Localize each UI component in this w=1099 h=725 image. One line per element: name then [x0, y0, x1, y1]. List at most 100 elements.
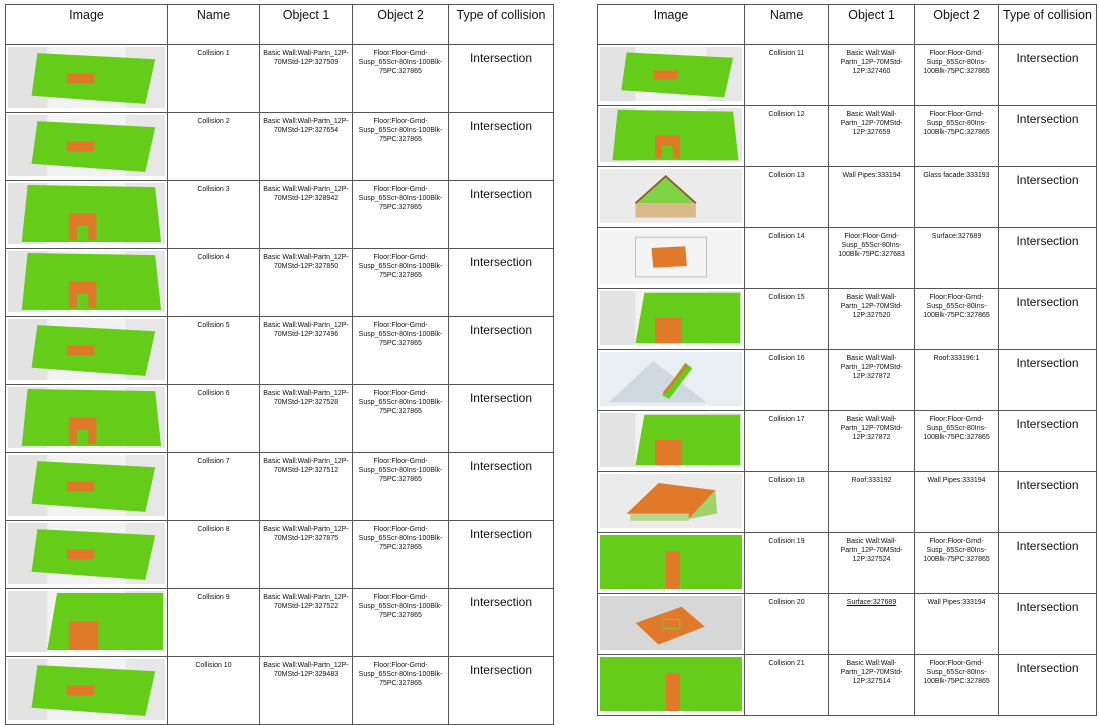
- object2-cell: Floor:Floor-Grnd-Susp_65Scr-80Ins-100Blk…: [914, 288, 999, 350]
- object2-cell: Floor:Floor-Grnd-Susp_65Scr-80Ins-100Blk…: [352, 112, 449, 181]
- collision-name: Collision 6: [167, 384, 260, 453]
- collision-type: Intersection: [448, 180, 554, 249]
- collision-type: Intersection: [448, 656, 554, 725]
- header-object1: Object 1: [828, 4, 915, 45]
- object1-cell: Basic Wall:Wall-Partn_12P-70MStd-12P:327…: [828, 105, 915, 167]
- header-name: Name: [167, 4, 260, 45]
- collision-name: Collision 4: [167, 248, 260, 317]
- object1-cell: Surface:327689: [828, 593, 915, 655]
- table-row: Collision 14 Floor:Floor-Grnd-Susp_65Scr-…: [597, 227, 1097, 289]
- table-row: Collision 13 Wall Pipes:333194 Glass facad…: [597, 166, 1097, 228]
- table-row: Collision 17 Basic Wall:Wall-Partn_12P-70…: [597, 410, 1097, 472]
- object1-cell: Wall Pipes:333194: [828, 166, 915, 228]
- header-object2: Object 2: [914, 4, 999, 45]
- table-row: Collision 12 Basic Wall:Wall-Partn_12P-70…: [597, 105, 1097, 167]
- table-row: Collision 7 Basic Wall:Wall-Partn_12P-70M…: [5, 452, 554, 521]
- collision-name: Collision 7: [167, 452, 260, 521]
- table-row: Collision 4 Basic Wall:Wall-Partn_12P-70M…: [5, 248, 554, 317]
- table-row: Collision 10 Basic Wall:Wall-Partn_12P-70…: [5, 656, 554, 725]
- collision-type: Intersection: [998, 227, 1097, 289]
- collision-type: Intersection: [448, 520, 554, 589]
- object2-cell: Surface:327689: [914, 227, 999, 289]
- collision-name: Collision 5: [167, 316, 260, 385]
- collision-name: Collision 20: [744, 593, 829, 655]
- object2-cell: Floor:Floor-Grnd-Susp_65Scr-80Ins-100Blk…: [352, 452, 449, 521]
- object2-cell: Wall Pipes:333194: [914, 471, 999, 533]
- collision-name: Collision 18: [744, 471, 829, 533]
- collision-thumbnail: [5, 316, 168, 385]
- collision-thumbnail: [5, 656, 168, 725]
- collision-thumbnail: [5, 588, 168, 657]
- collision-name: Collision 15: [744, 288, 829, 350]
- collision-thumbnail: [597, 654, 745, 716]
- collision-thumbnail: [597, 288, 745, 350]
- object1-cell: Basic Wall:Wall-Partn_12P-70MStd-12P:328…: [259, 180, 353, 249]
- object2-cell: Glass facade:333193: [914, 166, 999, 228]
- object2-cell: Wall Pipes:333194: [914, 593, 999, 655]
- header-image: Image: [5, 4, 168, 45]
- header-object1: Object 1: [259, 4, 353, 45]
- object1-cell: Basic Wall:Wall-Partn_12P-70MStd-12P:327…: [828, 532, 915, 594]
- collision-name: Collision 10: [167, 656, 260, 725]
- object2-cell: Floor:Floor-Grnd-Susp_65Scr-80Ins-100Blk…: [352, 384, 449, 453]
- collision-thumbnail: [597, 105, 745, 167]
- object1-cell: Basic Wall:Wall-Partn_12P-70MStd-12P:327…: [259, 588, 353, 657]
- collision-name: Collision 8: [167, 520, 260, 589]
- object2-cell: Floor:Floor-Grnd-Susp_65Scr-80Ins-100Blk…: [914, 532, 999, 594]
- collision-type: Intersection: [998, 105, 1097, 167]
- collision-name: Collision 21: [744, 654, 829, 716]
- collision-type: Intersection: [998, 471, 1097, 533]
- object2-cell: Floor:Floor-Grnd-Susp_65Scr-80Ins-100Blk…: [352, 44, 449, 113]
- object2-cell: Floor:Floor-Grnd-Susp_65Scr-80Ins-100Blk…: [914, 44, 999, 106]
- table-row: Collision 18 Roof:333192 Wall Pipes:333194…: [597, 471, 1097, 533]
- object2-cell: Floor:Floor-Grnd-Susp_65Scr-80Ins-100Blk…: [352, 316, 449, 385]
- collision-thumbnail: [597, 166, 745, 228]
- collision-name: Collision 16: [744, 349, 829, 411]
- table-header-row: Image Name Object 1 Object 2 Type of col…: [597, 4, 1097, 45]
- object1-cell: Roof:333192: [828, 471, 915, 533]
- object2-cell: Floor:Floor-Grnd-Susp_65Scr-80Ins-100Blk…: [352, 588, 449, 657]
- object2-cell: Floor:Floor-Grnd-Susp_65Scr-80Ins-100Blk…: [914, 654, 999, 716]
- header-type: Type of collision: [998, 4, 1097, 45]
- collision-type: Intersection: [448, 588, 554, 657]
- object1-cell: Basic Wall:Wall-Partn_12P-70MStd-12P:327…: [259, 44, 353, 113]
- collision-type: Intersection: [998, 288, 1097, 350]
- collision-table-left: Image Name Object 1 Object 2 Type of col…: [5, 4, 554, 725]
- collision-thumbnail: [597, 471, 745, 533]
- object1-cell: Floor:Floor-Grnd-Susp_65Scr-80Ins-100Blk…: [828, 227, 915, 289]
- header-type: Type of collision: [448, 4, 554, 45]
- collision-name: Collision 14: [744, 227, 829, 289]
- object1-cell: Basic Wall:Wall-Partn_12P-70MStd-12P:327…: [828, 44, 915, 106]
- collision-type: Intersection: [448, 112, 554, 181]
- table-header-row: Image Name Object 1 Object 2 Type of col…: [5, 4, 554, 45]
- object1-cell: Basic Wall:Wall-Partn_12P-70MStd-12P:327…: [828, 288, 915, 350]
- object1-cell: Basic Wall:Wall-Partn_12P-70MStd-12P:329…: [259, 656, 353, 725]
- collision-thumbnail: [5, 248, 168, 317]
- collision-type: Intersection: [998, 410, 1097, 472]
- table-row: Collision 2 Basic Wall:Wall-Partn_12P-70M…: [5, 112, 554, 181]
- collision-type: Intersection: [998, 593, 1097, 655]
- collision-thumbnail: [597, 44, 745, 106]
- collision-table-right: Image Name Object 1 Object 2 Type of col…: [597, 4, 1097, 716]
- table-row: Collision 15 Basic Wall:Wall-Partn_12P-70…: [597, 288, 1097, 350]
- object2-cell: Floor:Floor-Grnd-Susp_65Scr-80Ins-100Blk…: [914, 410, 999, 472]
- object2-cell: Floor:Floor-Grnd-Susp_65Scr-80Ins-100Blk…: [352, 248, 449, 317]
- collision-name: Collision 9: [167, 588, 260, 657]
- collision-type: Intersection: [448, 248, 554, 317]
- collision-thumbnail: [597, 593, 745, 655]
- object1-cell: Basic Wall:Wall-Partn_12P-70MStd-12P:327…: [259, 384, 353, 453]
- object1-cell: Basic Wall:Wall-Partn_12P-70MStd-12P:327…: [259, 452, 353, 521]
- table-row: Collision 6 Basic Wall:Wall-Partn_12P-70M…: [5, 384, 554, 453]
- object1-cell: Basic Wall:Wall-Partn_12P-70MStd-12P:327…: [259, 112, 353, 181]
- table-row: Collision 20 Surface:327689 Wall Pipes:333…: [597, 593, 1097, 655]
- object1-cell: Basic Wall:Wall-Partn_12P-70MStd-12P:327…: [828, 654, 915, 716]
- collision-type: Intersection: [998, 349, 1097, 411]
- collision-name: Collision 1: [167, 44, 260, 113]
- collision-name: Collision 11: [744, 44, 829, 106]
- object2-cell: Floor:Floor-Grnd-Susp_65Scr-80Ins-100Blk…: [352, 180, 449, 249]
- collision-thumbnail: [597, 532, 745, 594]
- object2-cell: Roof:333196:1: [914, 349, 999, 411]
- collision-name: Collision 2: [167, 112, 260, 181]
- header-image: Image: [597, 4, 745, 45]
- collision-name: Collision 17: [744, 410, 829, 472]
